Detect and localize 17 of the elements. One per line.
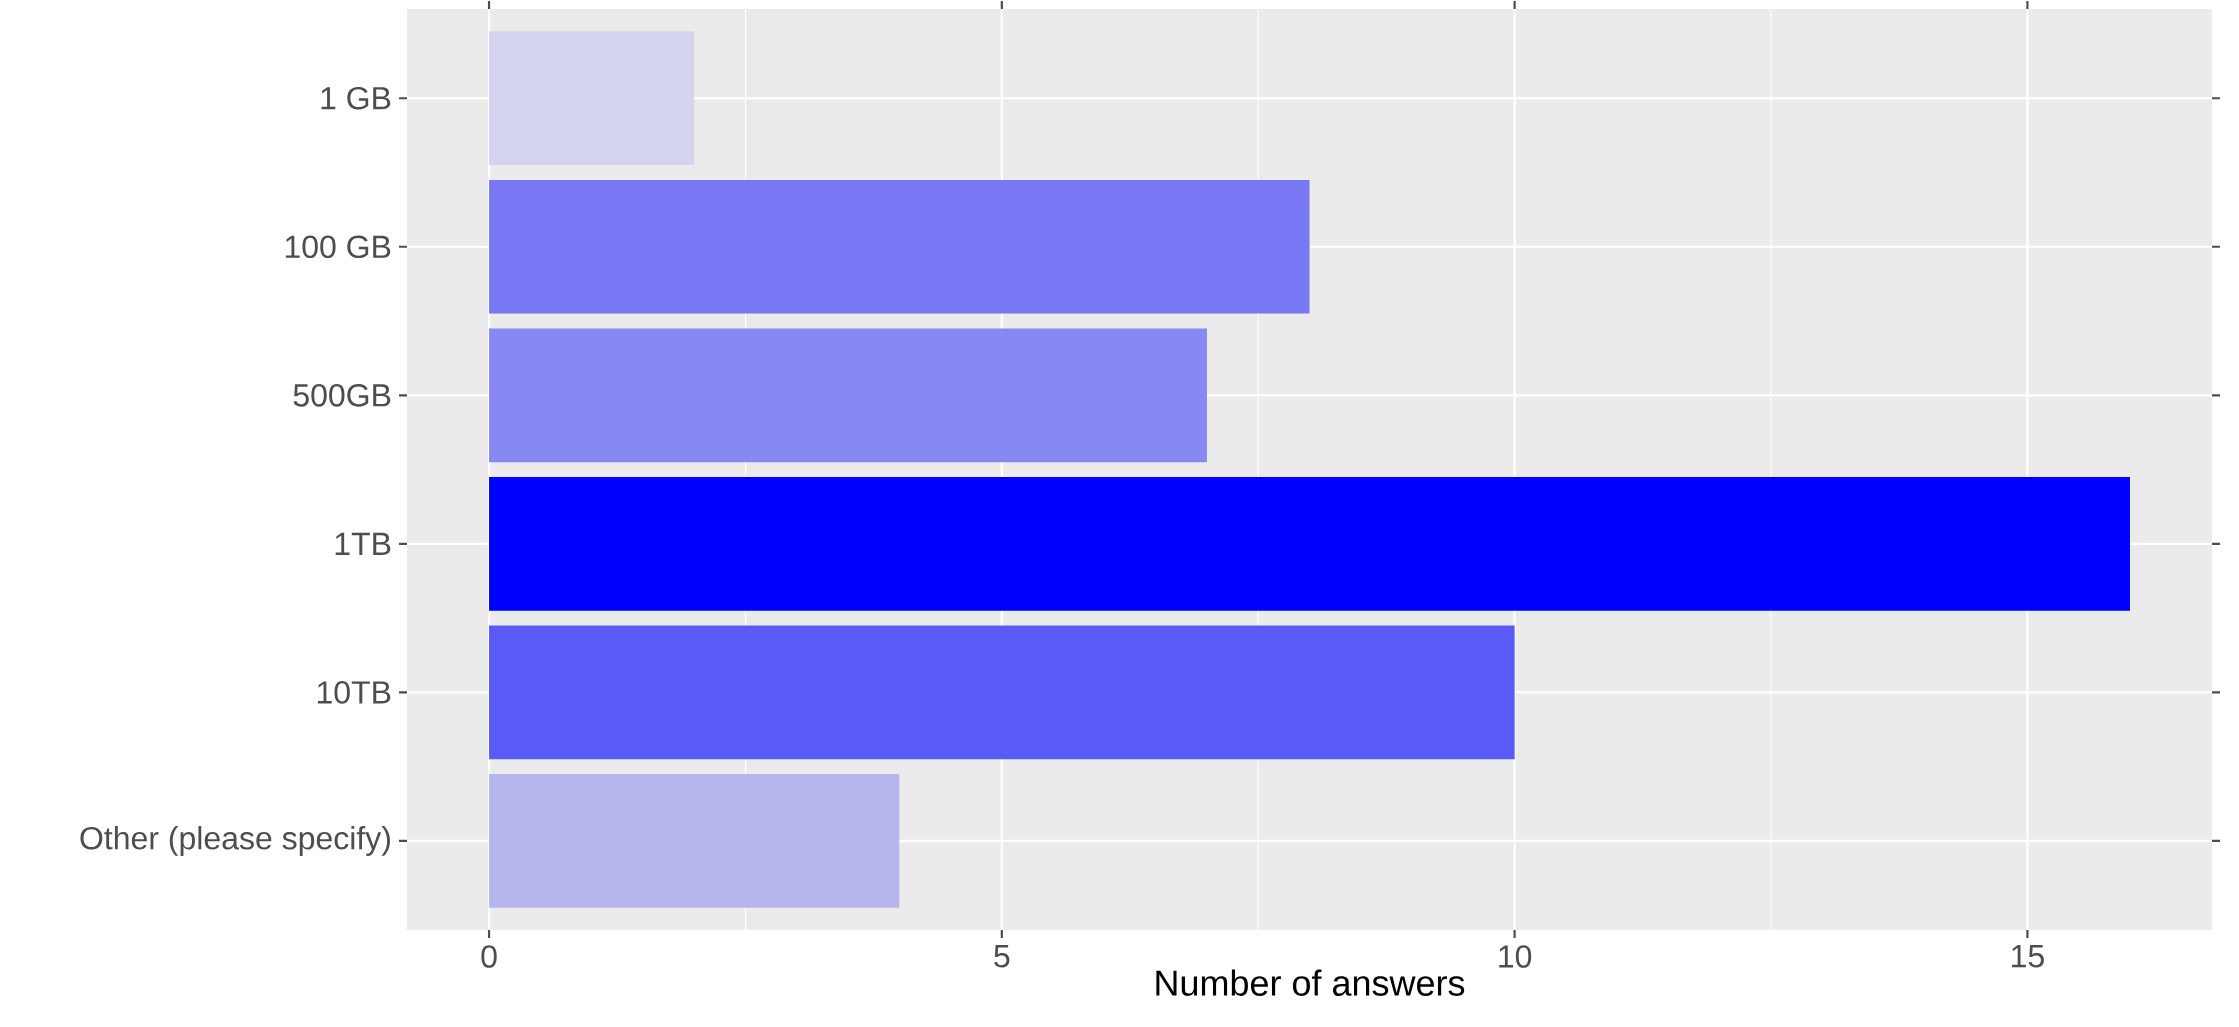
y-tick-label: 1 GB [321, 86, 391, 110]
y-tick-label: Other (please specify) [80, 826, 390, 856]
y-tick-label: 10TB [317, 681, 391, 704]
x-tick-label: 10 [1499, 945, 1532, 968]
bar [489, 625, 1515, 760]
x-tick-label: 0 [481, 945, 497, 968]
bar [489, 774, 900, 908]
y-tick-label: 1TB [335, 532, 391, 555]
bar [489, 31, 695, 166]
x-axis-title: Number of answers [1156, 969, 1465, 996]
bar [489, 328, 1207, 463]
y-tick-label: 500GB [293, 383, 391, 407]
bar [489, 476, 2130, 611]
bar [489, 179, 1310, 314]
y-tick-label: 100 GB [285, 235, 391, 259]
x-tick-label: 15 [2012, 945, 2044, 968]
x-tick-label: 5 [994, 945, 1010, 968]
